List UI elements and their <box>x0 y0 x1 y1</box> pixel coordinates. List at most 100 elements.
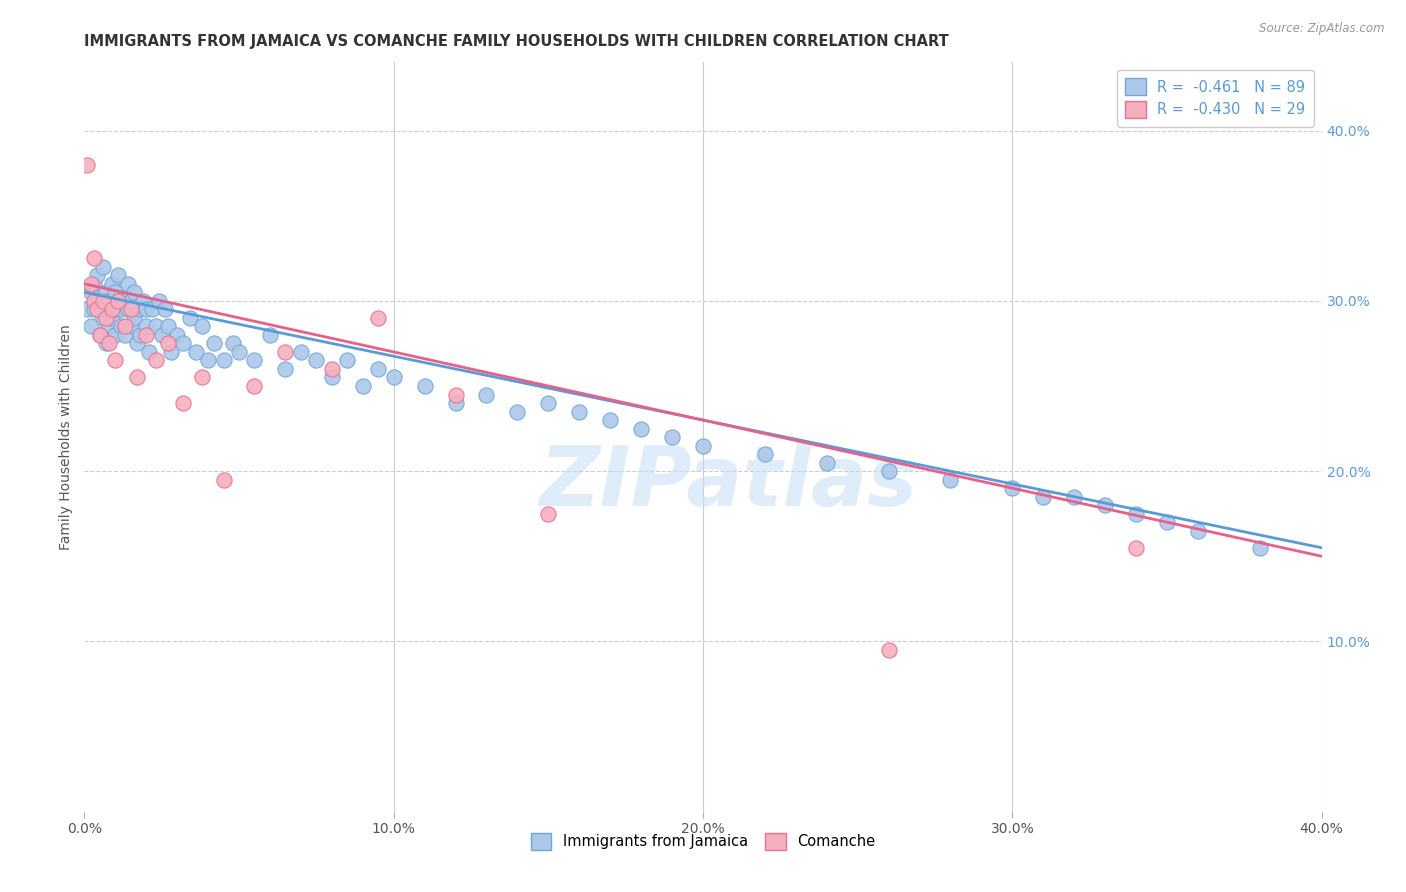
Point <box>243 353 266 368</box>
Point <box>506 404 529 418</box>
Point <box>83 277 105 291</box>
Point <box>114 319 136 334</box>
Point <box>117 277 139 291</box>
Point <box>107 268 129 283</box>
Point <box>91 302 114 317</box>
Point <box>1125 507 1147 521</box>
Point <box>274 362 297 376</box>
Point <box>91 310 114 325</box>
Point <box>1063 490 1085 504</box>
Point <box>145 353 167 368</box>
Text: IMMIGRANTS FROM JAMAICA VS COMANCHE FAMILY HOUSEHOLDS WITH CHILDREN CORRELATION : IMMIGRANTS FROM JAMAICA VS COMANCHE FAMI… <box>84 34 949 49</box>
Point <box>166 327 188 342</box>
Point <box>86 302 108 317</box>
Point <box>754 447 776 461</box>
Point <box>91 293 114 308</box>
Point <box>89 293 111 308</box>
Point <box>79 319 101 334</box>
Point <box>1249 541 1271 555</box>
Point <box>179 310 201 325</box>
Point <box>172 336 194 351</box>
Point <box>150 327 173 342</box>
Point <box>815 456 838 470</box>
Point <box>692 439 714 453</box>
Point <box>156 319 179 334</box>
Point <box>599 413 621 427</box>
Point <box>83 302 105 317</box>
Point <box>138 345 160 359</box>
Point <box>145 319 167 334</box>
Point <box>104 302 127 317</box>
Point <box>94 310 117 325</box>
Point <box>94 336 117 351</box>
Point <box>135 319 157 334</box>
Point <box>89 327 111 342</box>
Point <box>120 293 142 308</box>
Point <box>129 327 152 342</box>
Point <box>212 473 235 487</box>
Point <box>290 345 312 359</box>
Point <box>160 345 183 359</box>
Point <box>1125 541 1147 555</box>
Point <box>101 302 124 317</box>
Point <box>110 319 132 334</box>
Point <box>305 353 328 368</box>
Point <box>107 293 129 308</box>
Point <box>222 336 245 351</box>
Y-axis label: Family Households with Children: Family Households with Children <box>59 324 73 550</box>
Point <box>148 293 170 308</box>
Point <box>120 319 142 334</box>
Point <box>475 387 498 401</box>
Point <box>274 345 297 359</box>
Point <box>259 327 281 342</box>
Point <box>321 362 343 376</box>
Point <box>367 362 389 376</box>
Point <box>444 396 467 410</box>
Point <box>79 285 101 300</box>
Point <box>125 370 148 384</box>
Point <box>1187 524 1209 538</box>
Point <box>153 302 176 317</box>
Point <box>83 293 105 308</box>
Point <box>114 327 136 342</box>
Point <box>122 285 145 300</box>
Point <box>877 464 900 478</box>
Point <box>104 285 127 300</box>
Point <box>1156 515 1178 529</box>
Point <box>114 293 136 308</box>
Point <box>76 302 98 317</box>
Point <box>107 293 129 308</box>
Text: ZIPatlas: ZIPatlas <box>538 442 917 523</box>
Point <box>91 260 114 274</box>
Point <box>76 158 98 172</box>
Point <box>413 379 436 393</box>
Point <box>352 379 374 393</box>
Point <box>1094 498 1116 512</box>
Point <box>89 327 111 342</box>
Point <box>939 473 962 487</box>
Point <box>94 285 117 300</box>
Point <box>191 319 214 334</box>
Point <box>98 336 121 351</box>
Point <box>122 310 145 325</box>
Point <box>1001 481 1024 495</box>
Point <box>444 387 467 401</box>
Point <box>141 302 163 317</box>
Point <box>104 353 127 368</box>
Point <box>83 252 105 266</box>
Point <box>98 293 121 308</box>
Point <box>661 430 683 444</box>
Point <box>172 396 194 410</box>
Point <box>197 353 219 368</box>
Point <box>120 302 142 317</box>
Point <box>1032 490 1054 504</box>
Point <box>568 404 591 418</box>
Point <box>336 353 359 368</box>
Point <box>630 421 652 435</box>
Point <box>110 302 132 317</box>
Point <box>125 336 148 351</box>
Point <box>104 327 127 342</box>
Text: Source: ZipAtlas.com: Source: ZipAtlas.com <box>1260 22 1385 36</box>
Point <box>243 379 266 393</box>
Point <box>86 293 108 308</box>
